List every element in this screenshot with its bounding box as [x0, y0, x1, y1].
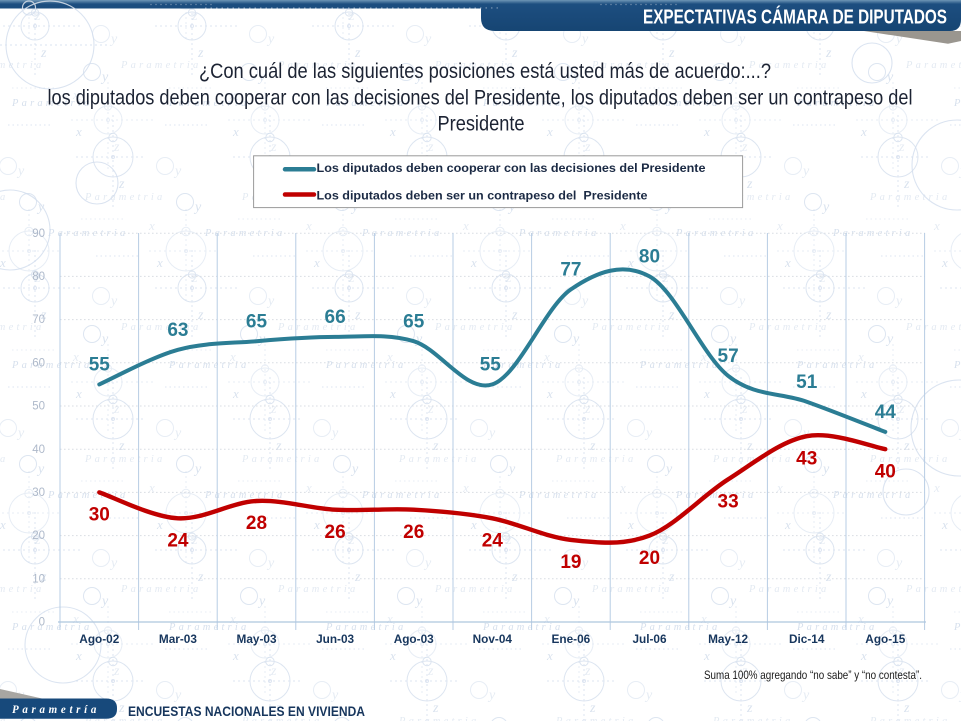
svg-text:70: 70 — [32, 314, 45, 326]
svg-text:24: 24 — [167, 531, 189, 552]
svg-text:Mar-03: Mar-03 — [159, 632, 197, 646]
svg-text:19: 19 — [560, 552, 581, 573]
svg-text:66: 66 — [325, 307, 346, 328]
svg-text:Jun-03: Jun-03 — [316, 632, 354, 646]
svg-text:51: 51 — [796, 372, 818, 393]
svg-text:26: 26 — [403, 522, 424, 543]
svg-text:55: 55 — [89, 355, 111, 376]
svg-text:65: 65 — [246, 311, 268, 332]
svg-text:63: 63 — [167, 320, 188, 341]
svg-text:Jul-06: Jul-06 — [632, 632, 667, 646]
svg-text:May-12: May-12 — [708, 632, 748, 646]
svg-text:33: 33 — [718, 492, 739, 513]
svg-text:44: 44 — [875, 402, 897, 423]
svg-text:60: 60 — [32, 357, 45, 369]
svg-text:77: 77 — [560, 260, 581, 281]
svg-text:55: 55 — [480, 355, 502, 376]
svg-text:10: 10 — [32, 573, 45, 585]
svg-text:80: 80 — [32, 271, 45, 283]
svg-text:40: 40 — [32, 444, 45, 456]
svg-text:30: 30 — [32, 487, 45, 499]
svg-text:Ago-15: Ago-15 — [865, 632, 905, 646]
svg-text:80: 80 — [639, 247, 660, 268]
svg-text:57: 57 — [718, 346, 739, 367]
svg-text:¿Con cuál de las siguientes po: ¿Con cuál de las siguientes posiciones e… — [199, 59, 771, 83]
svg-text:Suma 100% agregando “no sabe”: Suma 100% agregando “no sabe” y “no cont… — [704, 668, 922, 682]
svg-text:43: 43 — [796, 448, 817, 469]
svg-text:May-03: May-03 — [237, 632, 277, 646]
svg-text:30: 30 — [89, 505, 110, 526]
svg-text:28: 28 — [246, 513, 267, 534]
svg-text:Ene-06: Ene-06 — [552, 632, 591, 646]
svg-text:Ago-02: Ago-02 — [79, 632, 119, 646]
svg-text:40: 40 — [875, 461, 896, 482]
svg-text:20: 20 — [639, 548, 660, 569]
svg-text:65: 65 — [403, 311, 425, 332]
svg-text:0: 0 — [39, 617, 45, 629]
svg-text:Dic-14: Dic-14 — [789, 632, 825, 646]
svg-text:Ago-03: Ago-03 — [394, 632, 434, 646]
svg-text:los diputados deben cooperar c: los diputados deben cooperar con las dec… — [48, 85, 913, 109]
svg-text:Parametría: Parametría — [12, 702, 100, 716]
svg-text:Los diputados deben ser un con: Los diputados deben ser un contrapeso de… — [317, 188, 648, 202]
svg-text:ENCUESTAS NACIONALES EN VIVIEN: ENCUESTAS NACIONALES EN VIVIENDA — [128, 704, 365, 719]
svg-text:Presidente: Presidente — [438, 112, 525, 136]
svg-text:50: 50 — [32, 401, 45, 413]
svg-text:EXPECTATIVAS CÁMARA DE DIPUTAD: EXPECTATIVAS CÁMARA DE DIPUTADOS — [643, 6, 947, 29]
svg-text:20: 20 — [32, 530, 45, 542]
svg-text:Nov-04: Nov-04 — [473, 632, 513, 646]
svg-text:26: 26 — [325, 522, 346, 543]
svg-text:24: 24 — [482, 531, 504, 552]
svg-text:Los diputados deben cooperar c: Los diputados deben cooperar con las dec… — [317, 161, 706, 175]
svg-text:90: 90 — [32, 228, 45, 240]
